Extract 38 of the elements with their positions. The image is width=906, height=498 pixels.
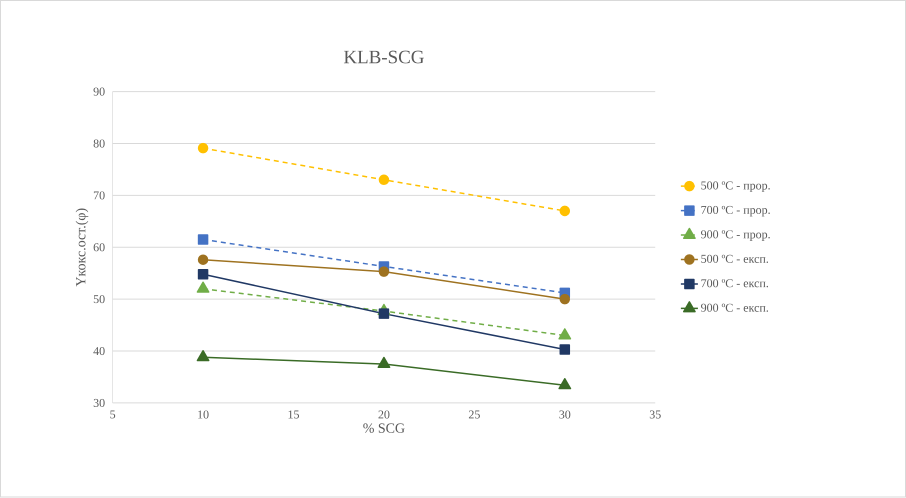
y-tick-label: 90 (94, 88, 105, 96)
x-tick-label: 5 (110, 410, 116, 419)
y-axis-title: Yкокс.ост.(φ) (76, 208, 88, 287)
y-tick-label: 30 (94, 399, 105, 408)
point (198, 143, 208, 154)
point (198, 269, 208, 280)
x-tick-label: 10 (198, 410, 209, 419)
point (198, 254, 208, 266)
legend-label: 900 ºC - експ. (701, 304, 768, 312)
legend-label: 500 ºC - експ. (701, 254, 768, 264)
point (378, 174, 390, 186)
point (560, 206, 570, 216)
y-tick-label: 60 (94, 243, 105, 252)
point (378, 308, 390, 320)
legend-label: 700 ºC - експ. (701, 279, 768, 288)
point (196, 282, 210, 294)
point (558, 378, 572, 390)
point (196, 350, 210, 362)
legend-label: 900 ºC - прор. (701, 230, 770, 242)
point (378, 356, 390, 368)
point (198, 234, 208, 245)
y-tick-label: 80 (94, 140, 105, 148)
chart-title: KLB-SCG (344, 50, 424, 64)
y-tick-label: 40 (93, 347, 105, 356)
y-tick-label: 50 (94, 295, 105, 304)
x-tick-label: 20 (378, 410, 390, 419)
point (560, 344, 570, 355)
x-tick-label: 15 (288, 410, 300, 419)
x-tick-label: 35 (650, 410, 661, 419)
x-tick-label: 30 (559, 410, 570, 419)
x-axis-title: % SCG (363, 424, 405, 434)
legend-label: 500 ºC - прор. (701, 182, 770, 192)
x-tick-label: 25 (468, 410, 480, 419)
point (558, 328, 572, 340)
y-tick-label: 70 (94, 192, 105, 200)
point (378, 266, 390, 278)
legend-label: 700 ºC - прор. (701, 206, 770, 217)
point (560, 294, 570, 305)
